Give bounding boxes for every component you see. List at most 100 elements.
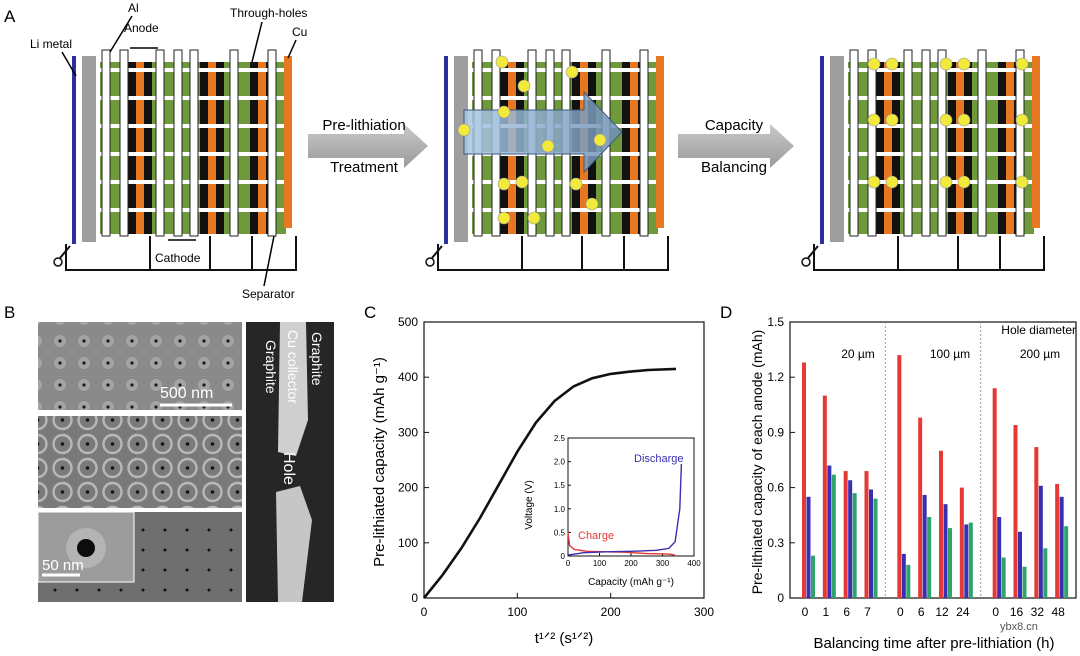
d-ytick-label: 0 xyxy=(777,591,784,605)
d-bar xyxy=(922,494,927,598)
callout-cathode: Cathode xyxy=(155,251,201,265)
c-xtick-label: 0 xyxy=(421,605,428,619)
c-xtick-label: 300 xyxy=(694,605,714,619)
inset-ytick-label: 1.5 xyxy=(554,481,566,490)
lithium-ion xyxy=(867,57,881,71)
lithium-ion xyxy=(517,79,531,93)
lithium-ion xyxy=(497,177,511,191)
c-capacity-line xyxy=(422,367,677,599)
separator-sheet xyxy=(937,49,947,237)
inset-ytick-label: 0 xyxy=(561,552,566,561)
d-bar xyxy=(997,517,1002,598)
callout-al-line xyxy=(109,15,133,53)
lithium-ion xyxy=(1015,57,1029,71)
d-xlabel: Balancing time after pre-lithiation (h) xyxy=(814,635,1055,652)
separator-sheet xyxy=(155,49,165,237)
lithium-ion xyxy=(585,197,599,211)
external-circuit xyxy=(813,236,1045,271)
inset-xlabel: Capacity (mAh g⁻¹) xyxy=(588,577,674,588)
switch-contact xyxy=(425,257,435,267)
lithium-ion xyxy=(541,139,555,153)
callout-through-holes-line xyxy=(251,21,263,63)
d-ytick-label: 1.5 xyxy=(767,315,784,329)
arrow2-line2: Balancing xyxy=(701,159,767,176)
d-xtick-label: 6 xyxy=(843,605,850,619)
callout-li-metal-line xyxy=(61,51,77,77)
lithium-ion xyxy=(1015,175,1029,189)
separator-sheet xyxy=(921,49,931,237)
schematic-2 xyxy=(425,49,669,271)
sem-image-top xyxy=(38,322,242,410)
inset-xtick-label: 400 xyxy=(687,559,701,568)
chart-prelithiated-capacity: 0 100 200 300 400 500 0 100 200 300 0 0.5 1.0 1.5 2.0 2… xyxy=(398,315,714,619)
separator-sheet xyxy=(903,49,913,237)
lithium-ion xyxy=(497,105,511,119)
al-collector xyxy=(830,56,844,242)
lithium-ion xyxy=(565,65,579,79)
lithium-ion xyxy=(939,57,953,71)
d-bar xyxy=(992,388,997,598)
d-bar xyxy=(806,496,811,598)
d-bar xyxy=(1034,447,1039,598)
callout-anode: Anode xyxy=(124,21,159,35)
lithium-ion xyxy=(867,113,881,127)
cu-foil-strip xyxy=(956,62,964,234)
d-bar xyxy=(1022,566,1027,598)
cu-collector xyxy=(284,56,292,228)
d-bar xyxy=(802,362,806,598)
cu-collector xyxy=(1032,56,1040,228)
d-bar xyxy=(968,522,973,598)
d-xtick-label: 32 xyxy=(1031,605,1045,619)
separator-sheet xyxy=(867,49,877,237)
switch-contact xyxy=(53,257,63,267)
d-bar xyxy=(906,564,911,598)
separator-sheet xyxy=(101,49,111,237)
switch-lever xyxy=(431,245,443,259)
d-bar xyxy=(843,471,848,598)
sem-inset-hole xyxy=(77,539,95,557)
lithium-ion xyxy=(885,113,899,127)
d-ytick-label: 0.3 xyxy=(767,536,784,550)
d-bar xyxy=(1059,496,1064,598)
arrow-prelithiation xyxy=(308,124,428,168)
watermark: ybx8.cn xyxy=(1000,621,1038,633)
lithium-ion xyxy=(939,113,953,127)
d-xtick-label: 16 xyxy=(1010,605,1024,619)
d-plot-frame xyxy=(789,321,1077,599)
separator-sheet xyxy=(189,49,199,237)
c-xtick-label: 200 xyxy=(601,605,621,619)
separator-sheet xyxy=(229,49,239,237)
callout-li-metal: Li metal xyxy=(30,37,72,51)
lithium-ion xyxy=(593,133,607,147)
c-xtick-label: 100 xyxy=(507,605,527,619)
lithium-ion xyxy=(569,177,583,191)
lithium-ion xyxy=(957,57,971,71)
d-bar xyxy=(1001,557,1006,598)
inset-charge-label: Charge xyxy=(578,530,614,542)
cu-collector-bottom xyxy=(276,486,312,602)
cu-foil-strip xyxy=(1006,62,1014,234)
lithium-ion xyxy=(457,123,471,137)
inset-discharge-label: Discharge xyxy=(634,453,684,465)
c-ytick-label: 100 xyxy=(398,536,418,550)
c-ylabel: Pre-lithiated capacity (mAh g⁻¹) xyxy=(371,357,388,567)
li-metal-foil xyxy=(444,56,448,244)
lithium-ion xyxy=(1015,113,1029,127)
cross-graphite-left: Graphite xyxy=(263,340,279,394)
d-xtick-label: 1 xyxy=(822,605,829,619)
d-bar xyxy=(822,395,827,598)
d-xtick-label: 6 xyxy=(918,605,925,619)
switch-contact xyxy=(801,257,811,267)
schematic-1 xyxy=(53,49,297,271)
lithium-ion xyxy=(957,113,971,127)
inset-ytick-label: 0.5 xyxy=(554,528,566,537)
d-bar xyxy=(869,489,873,598)
separator-sheet xyxy=(977,49,987,237)
lithium-ion xyxy=(885,57,899,71)
callout-separator-line xyxy=(263,235,275,287)
inset-ytick-label: 2.5 xyxy=(554,434,566,443)
battery-schematics xyxy=(53,49,1045,271)
inset-xtick-label: 200 xyxy=(624,559,638,568)
d-group-label-200: 200 µm xyxy=(1020,347,1060,361)
